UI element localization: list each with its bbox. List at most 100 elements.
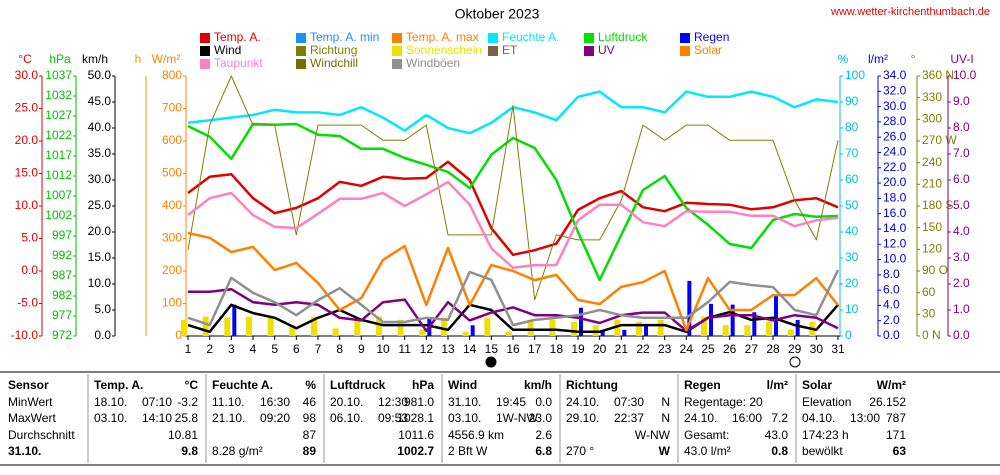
legend-swatch [584,46,594,56]
line [187,122,839,282]
bar [644,325,648,336]
legend-swatch [296,33,306,43]
legend-label: Luftdruck [598,30,648,44]
x-tick-label: 21 [615,342,629,356]
tick-label: 8.0 [953,120,970,134]
tick-label: 1027 [45,108,72,122]
legend-swatch [296,59,306,69]
tick-label: 0 [175,328,182,342]
table-cell: 26.152 [869,395,906,409]
tick-label: 1.0 [953,302,970,316]
tick-label: 40 [845,224,859,238]
legend-label: Windböen [406,56,460,70]
tick-label: 20 [845,276,859,290]
bar [202,316,209,336]
tick-label: 1017 [45,148,72,162]
x-tick-label: 27 [745,342,759,356]
table-cell: Regentage: 20 [684,395,763,409]
x-tick-label: 14 [463,342,477,356]
tick-label: 100 [845,68,865,82]
bar [709,303,713,336]
tick-label: 330 [922,90,942,104]
table-cell: 87 [303,428,317,442]
tick-label: 32.0 [883,83,907,97]
bar [267,317,274,336]
tick-label: 240 [922,155,942,169]
tick-label: 25.0 [15,101,39,115]
table-cell: 19:45 [496,395,526,409]
tick-label: 270 W [922,133,957,147]
table-cell: 12:30 [378,395,408,409]
table-cell: 2 Bft W [448,444,488,458]
section-title: Regen [684,378,721,392]
axis-unit: ° [911,52,916,66]
table-cell: 43.0 [765,428,789,442]
x-tick-label: 28 [766,342,780,356]
bar [795,319,800,336]
table-cell: 03.10. [94,411,127,425]
bar [579,307,583,336]
section-unit: °C [185,378,199,392]
bar [441,317,447,336]
row-label: MinWert [8,395,53,409]
x-tick-label: 24 [680,342,694,356]
section-unit: l/m² [767,378,788,392]
tick-label: 0.0 [953,328,970,342]
section-title: Temp. A. [94,378,143,392]
x-tick-label: 20 [593,342,607,356]
tick-label: 180 S [922,198,953,212]
x-tick-label: 29 [788,342,802,356]
line [187,160,839,257]
table-cell: 11.10. [212,395,244,409]
bar [549,319,556,336]
table-cell: Elevation [802,395,851,409]
table-cell: 89 [303,444,317,458]
tick-label: 15.0 [15,166,39,180]
legend-swatch [200,46,210,56]
tick-label: 90 [845,94,859,108]
tick-label: 16.0 [883,206,907,220]
bar [766,321,772,336]
x-tick-label: 6 [293,342,300,356]
tick-label: 1002 [45,208,72,222]
axis-unit: UV-I [950,52,973,66]
tick-label: 0.0 [883,328,900,342]
tick-label: 5.0 [21,231,38,245]
tick-label: 120 [922,242,942,256]
line [187,75,839,301]
bar [527,319,534,336]
x-tick-label: 7 [315,342,322,356]
tick-label: 6.0 [953,172,970,186]
line [187,303,839,334]
row-label: Sensor [8,378,49,392]
bar [622,329,627,336]
table-cell: 29.10. [566,411,599,425]
table-cell: 24.10. [684,411,717,425]
new-moon-icon [485,356,497,368]
table-cell: 4556.9 km [448,428,504,442]
table-cell: 0.8 [771,444,788,458]
tick-label: 1032 [45,88,72,102]
tick-label: 45.0 [88,94,112,108]
bar [744,325,751,336]
table-cell: 98 [303,411,317,425]
tick-label: 1022 [45,128,72,142]
tick-label: 1007 [45,188,72,202]
tick-label: 4.0 [953,224,970,238]
tick-label: 24.0 [883,145,907,159]
section-unit: hPa [412,378,434,392]
tick-label: 300 [922,112,942,126]
tick-label: 0 [845,328,852,342]
x-tick-label: 17 [528,342,542,356]
table-cell: 2.6 [535,428,552,442]
bar [232,304,237,336]
table-cell: 23.0 [529,411,553,425]
row-label: Durchschnitt [8,428,75,442]
table-cell: 16:30 [260,395,290,409]
legend-swatch [680,46,690,56]
table-cell: N [661,395,670,409]
tick-label: 6.0 [883,282,900,296]
bar [701,316,707,336]
table-cell: 07:30 [614,395,644,409]
